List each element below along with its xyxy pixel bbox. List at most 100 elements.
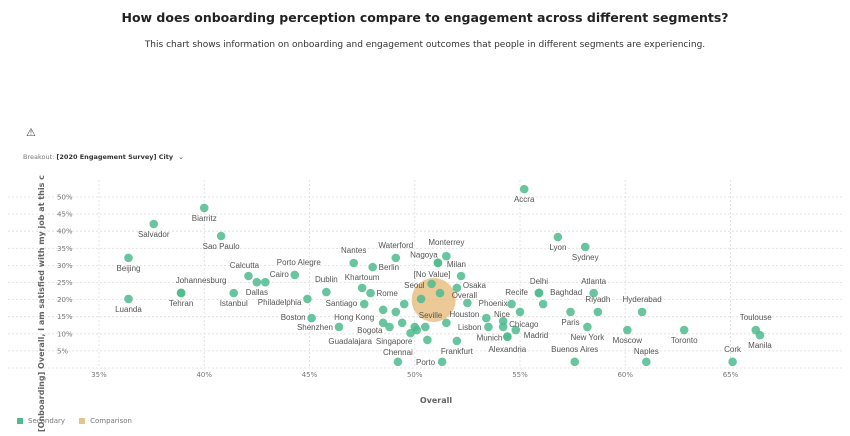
data-point[interactable] xyxy=(176,288,186,298)
data-point[interactable] xyxy=(357,283,367,293)
data-point[interactable] xyxy=(580,242,590,252)
data-point[interactable] xyxy=(553,232,563,242)
data-point[interactable] xyxy=(416,294,426,304)
x-axis-title: Overall xyxy=(420,396,453,405)
data-point[interactable] xyxy=(199,203,209,213)
data-point[interactable] xyxy=(637,307,647,317)
x-tick-label: 55% xyxy=(512,371,528,379)
data-point[interactable] xyxy=(452,283,462,293)
data-label: Dublin xyxy=(315,275,338,284)
data-point[interactable] xyxy=(349,258,359,268)
legend-item-secondary[interactable]: Secondary xyxy=(17,417,65,425)
data-point[interactable] xyxy=(435,288,445,298)
data-label: Monterrey xyxy=(428,238,464,247)
data-point[interactable] xyxy=(391,253,401,263)
data-point[interactable] xyxy=(623,325,632,335)
data-label: New York xyxy=(570,333,605,342)
data-label: Biarritz xyxy=(192,214,217,223)
data-label: Lisbon xyxy=(458,323,482,332)
x-tick-label: 50% xyxy=(407,371,423,379)
data-point[interactable] xyxy=(442,318,451,328)
data-point[interactable] xyxy=(303,294,312,304)
data-point[interactable] xyxy=(216,231,226,241)
data-point[interactable] xyxy=(378,318,388,328)
data-label: Nice xyxy=(494,310,511,319)
breakout-selector[interactable]: Breakout: [2020 Engagement Survey] City … xyxy=(23,153,184,161)
data-point[interactable] xyxy=(538,299,548,309)
data-label: Seville xyxy=(419,311,443,320)
data-point[interactable] xyxy=(385,322,394,332)
data-point[interactable] xyxy=(433,258,443,268)
warning-triangle-icon[interactable]: ⚠ xyxy=(26,126,36,139)
data-point[interactable] xyxy=(589,288,598,298)
data-label: Moscow xyxy=(613,336,643,345)
data-point[interactable] xyxy=(397,318,407,328)
data-point[interactable] xyxy=(507,299,516,309)
data-point[interactable] xyxy=(570,357,580,367)
data-point[interactable] xyxy=(307,313,316,323)
data-point[interactable] xyxy=(149,219,159,229)
data-label: Osaka xyxy=(463,281,487,290)
data-point[interactable] xyxy=(442,251,451,261)
data-label: Khartoum xyxy=(345,273,380,282)
data-point[interactable] xyxy=(399,299,409,309)
data-point[interactable] xyxy=(566,307,575,317)
data-point[interactable] xyxy=(391,307,401,317)
data-point[interactable] xyxy=(482,313,491,323)
data-point[interactable] xyxy=(393,357,403,367)
data-point[interactable] xyxy=(484,322,493,332)
data-point[interactable] xyxy=(755,330,765,340)
data-point[interactable] xyxy=(498,322,508,332)
data-point[interactable] xyxy=(406,328,415,338)
data-point[interactable] xyxy=(378,305,388,315)
data-point[interactable] xyxy=(359,299,369,309)
data-point[interactable] xyxy=(124,253,133,263)
data-label: Accra xyxy=(514,195,535,204)
x-tick-label: 40% xyxy=(196,371,212,379)
data-point[interactable] xyxy=(423,335,432,345)
data-label: Riyadh xyxy=(585,295,610,304)
x-tick-label: 60% xyxy=(617,371,633,379)
data-label: Bogota xyxy=(357,326,383,335)
data-point[interactable] xyxy=(437,357,447,367)
data-point[interactable] xyxy=(728,357,737,367)
data-point[interactable] xyxy=(503,332,512,341)
data-label: Waterford xyxy=(378,241,413,250)
data-point[interactable] xyxy=(583,322,592,332)
data-point[interactable] xyxy=(420,322,430,332)
data-point[interactable] xyxy=(368,262,377,272)
data-point[interactable] xyxy=(511,325,521,335)
data-label: Houston xyxy=(450,310,480,319)
data-point[interactable] xyxy=(290,270,300,280)
data-point[interactable] xyxy=(252,277,262,287)
y-tick-label: 30% xyxy=(57,262,73,270)
data-label: Nantes xyxy=(341,246,366,255)
data-label: Naples xyxy=(634,347,659,356)
data-point[interactable] xyxy=(519,184,529,194)
data-point[interactable] xyxy=(534,288,544,298)
data-point[interactable] xyxy=(260,277,270,287)
data-point[interactable] xyxy=(124,294,133,304)
data-point[interactable] xyxy=(334,322,344,332)
data-point[interactable] xyxy=(366,288,375,298)
data-label: Hyderabad xyxy=(623,295,662,304)
data-label: Madrid xyxy=(524,331,548,340)
data-point[interactable] xyxy=(452,336,462,346)
data-point[interactable] xyxy=(456,271,466,281)
legend-item-comparison[interactable]: Comparison xyxy=(79,417,132,425)
data-point[interactable] xyxy=(229,288,239,298)
data-point[interactable] xyxy=(642,357,651,367)
data-point[interactable] xyxy=(427,279,436,289)
data-label: Lyon xyxy=(549,243,566,252)
x-tick-label: 65% xyxy=(723,371,739,379)
data-label: Shenzhen xyxy=(297,323,333,332)
data-point[interactable] xyxy=(679,325,689,335)
y-tick-label: 50% xyxy=(57,194,73,202)
data-point[interactable] xyxy=(593,307,603,317)
data-label: Baghdad xyxy=(550,288,582,297)
y-tick-label: 45% xyxy=(57,211,73,219)
data-point[interactable] xyxy=(322,287,331,297)
data-point[interactable] xyxy=(244,271,253,281)
data-point[interactable] xyxy=(463,298,472,308)
data-point[interactable] xyxy=(515,307,525,317)
